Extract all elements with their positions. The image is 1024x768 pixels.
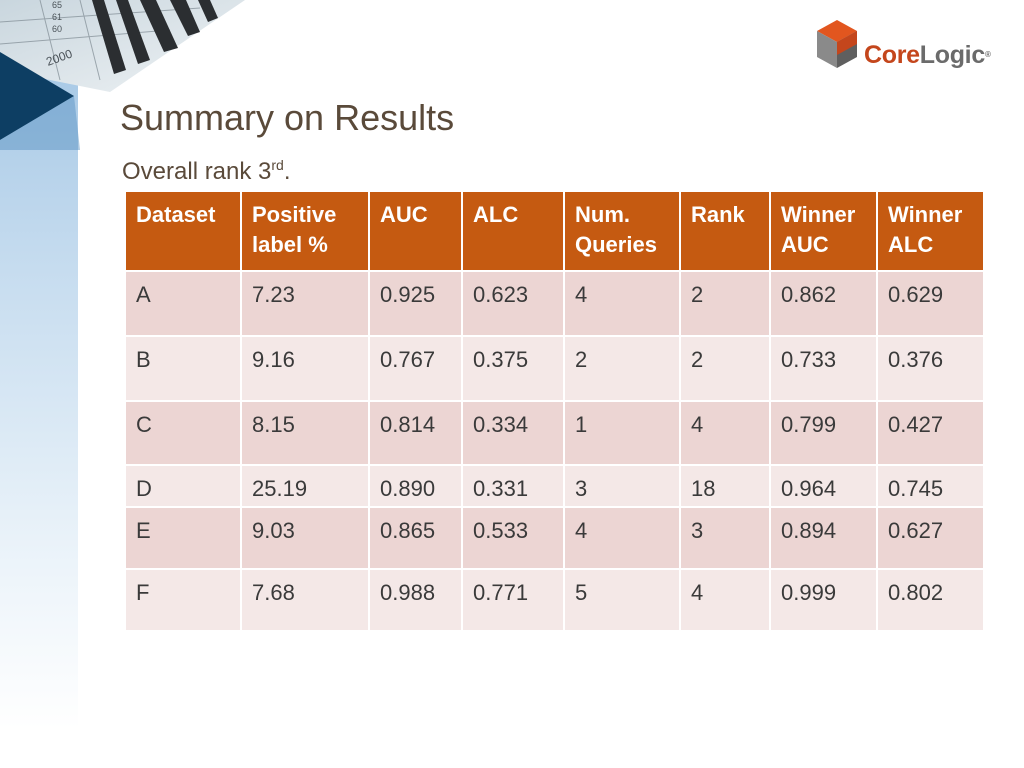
table-cell: 0.814 bbox=[368, 400, 463, 466]
brand-wordmark: CoreLogic® bbox=[864, 40, 991, 70]
column-header: ALC bbox=[461, 190, 565, 272]
table-cell: 0.331 bbox=[461, 464, 565, 508]
table-cell: 1 bbox=[563, 400, 681, 466]
table-cell: A bbox=[124, 270, 242, 337]
column-header: Dataset bbox=[124, 190, 242, 272]
table-cell: 0.894 bbox=[769, 506, 878, 570]
table-cell: E bbox=[124, 506, 242, 570]
brand-core: Core bbox=[864, 41, 920, 69]
table-cell: 0.375 bbox=[461, 335, 565, 402]
table-cell: 7.23 bbox=[240, 270, 370, 337]
column-header: Positive label % bbox=[240, 190, 370, 272]
table-cell: 0.862 bbox=[769, 270, 878, 337]
results-table: Dataset Positive label % AUC ALC Num. Qu… bbox=[124, 190, 985, 632]
table-cell: 0.334 bbox=[461, 400, 565, 466]
table-cell: 0.629 bbox=[876, 270, 985, 337]
table-cell: 0.767 bbox=[368, 335, 463, 402]
table-cell: 0.745 bbox=[876, 464, 985, 508]
table-cell: 9.03 bbox=[240, 506, 370, 570]
table-cell: 0.623 bbox=[461, 270, 565, 337]
column-header: Rank bbox=[679, 190, 771, 272]
table-cell: 0.964 bbox=[769, 464, 878, 508]
table-cell: 2 bbox=[563, 335, 681, 402]
table-cell: 4 bbox=[679, 400, 771, 466]
table-cell: 18 bbox=[679, 464, 771, 508]
table-cell: 5 bbox=[563, 568, 681, 632]
table-cell: 2 bbox=[679, 270, 771, 337]
table-cell: 9.16 bbox=[240, 335, 370, 402]
table-header-row: Dataset Positive label % AUC ALC Num. Qu… bbox=[124, 190, 985, 272]
corelogic-logo-icon bbox=[817, 20, 857, 68]
column-header: Winner AUC bbox=[769, 190, 878, 272]
ledger-number: 61 bbox=[52, 12, 62, 22]
table-cell: 0.627 bbox=[876, 506, 985, 570]
brand-logic: Logic bbox=[919, 41, 985, 69]
table-cell: 8.15 bbox=[240, 400, 370, 466]
table-cell: 3 bbox=[679, 506, 771, 570]
table-cell: 0.799 bbox=[769, 400, 878, 466]
table-cell: 0.890 bbox=[368, 464, 463, 508]
ledger-number: 60 bbox=[52, 24, 62, 34]
table-cell: 4 bbox=[563, 506, 681, 570]
table-row: E 9.03 0.865 0.533 4 3 0.894 0.627 bbox=[124, 506, 985, 570]
ledger-photo-decoration: 65 61 60 2000 bbox=[0, 0, 245, 150]
registered-mark: ® bbox=[984, 50, 991, 59]
subtitle-superscript: rd bbox=[271, 157, 284, 173]
slide-subtitle: Overall rank 3rd. bbox=[122, 150, 291, 187]
table-cell: 0.865 bbox=[368, 506, 463, 570]
table-row: D 25.19 0.890 0.331 3 18 0.964 0.745 bbox=[124, 464, 985, 508]
table-cell: F bbox=[124, 568, 242, 632]
table-cell: B bbox=[124, 335, 242, 402]
subtitle-text: Overall rank 3 bbox=[122, 158, 272, 185]
column-header: Winner ALC bbox=[876, 190, 985, 272]
table-row: A 7.23 0.925 0.623 4 2 0.862 0.629 bbox=[124, 270, 985, 337]
table-cell: 0.802 bbox=[876, 568, 985, 632]
table-cell: 0.771 bbox=[461, 568, 565, 632]
table-cell: 7.68 bbox=[240, 568, 370, 632]
table-cell: 2 bbox=[679, 335, 771, 402]
table-cell: 0.427 bbox=[876, 400, 985, 466]
table-cell: 0.999 bbox=[769, 568, 878, 632]
table-cell: 4 bbox=[563, 270, 681, 337]
subtitle-period: . bbox=[283, 158, 291, 185]
slide-title: Summary on Results bbox=[120, 97, 455, 138]
table-row: C 8.15 0.814 0.334 1 4 0.799 0.427 bbox=[124, 400, 985, 466]
table-row: F 7.68 0.988 0.771 5 4 0.999 0.802 bbox=[124, 568, 985, 632]
table-cell: 0.988 bbox=[368, 568, 463, 632]
table-cell: 0.733 bbox=[769, 335, 878, 402]
table-cell: 0.925 bbox=[368, 270, 463, 337]
table-cell: 25.19 bbox=[240, 464, 370, 508]
table-cell: 4 bbox=[679, 568, 771, 632]
table-cell: 0.533 bbox=[461, 506, 565, 570]
table-cell: 0.376 bbox=[876, 335, 985, 402]
table-cell: D bbox=[124, 464, 242, 508]
table-row: B 9.16 0.767 0.375 2 2 0.733 0.376 bbox=[124, 335, 985, 402]
table-cell: C bbox=[124, 400, 242, 466]
column-header: AUC bbox=[368, 190, 463, 272]
ledger-number: 65 bbox=[52, 0, 62, 10]
table-cell: 3 bbox=[563, 464, 681, 508]
column-header: Num. Queries bbox=[563, 190, 681, 272]
